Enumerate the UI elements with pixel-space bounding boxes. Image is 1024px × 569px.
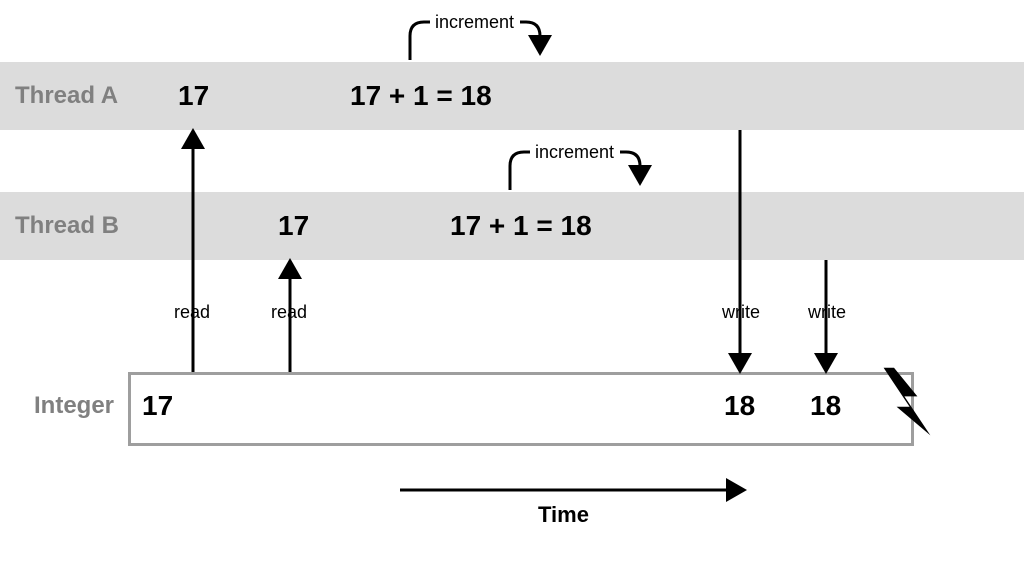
increment-a-label: increment (435, 12, 514, 33)
thread-b-label: Thread B (15, 212, 119, 240)
integer-label: Integer (34, 392, 114, 420)
thread-b-expression: 17 + 1 = 18 (450, 210, 592, 242)
integer-box (128, 372, 914, 446)
thread-a-expression: 17 + 1 = 18 (350, 80, 492, 112)
diagram-canvas: { "labels": { "threadA": "Thread A", "th… (0, 0, 1024, 569)
integer-after-b-value: 18 (810, 390, 841, 422)
write-b-label: write (808, 302, 846, 323)
write-a-label: write (722, 302, 760, 323)
thread-a-read-value: 17 (178, 80, 209, 112)
integer-after-a-value: 18 (724, 390, 755, 422)
thread-a-band (0, 62, 1024, 130)
read-a-label: read (174, 302, 210, 323)
time-axis-label: Time (538, 502, 589, 528)
increment-b-label: increment (535, 142, 614, 163)
integer-initial-value: 17 (142, 390, 173, 422)
read-b-label: read (271, 302, 307, 323)
thread-b-read-value: 17 (278, 210, 309, 242)
thread-a-label: Thread A (15, 82, 118, 110)
